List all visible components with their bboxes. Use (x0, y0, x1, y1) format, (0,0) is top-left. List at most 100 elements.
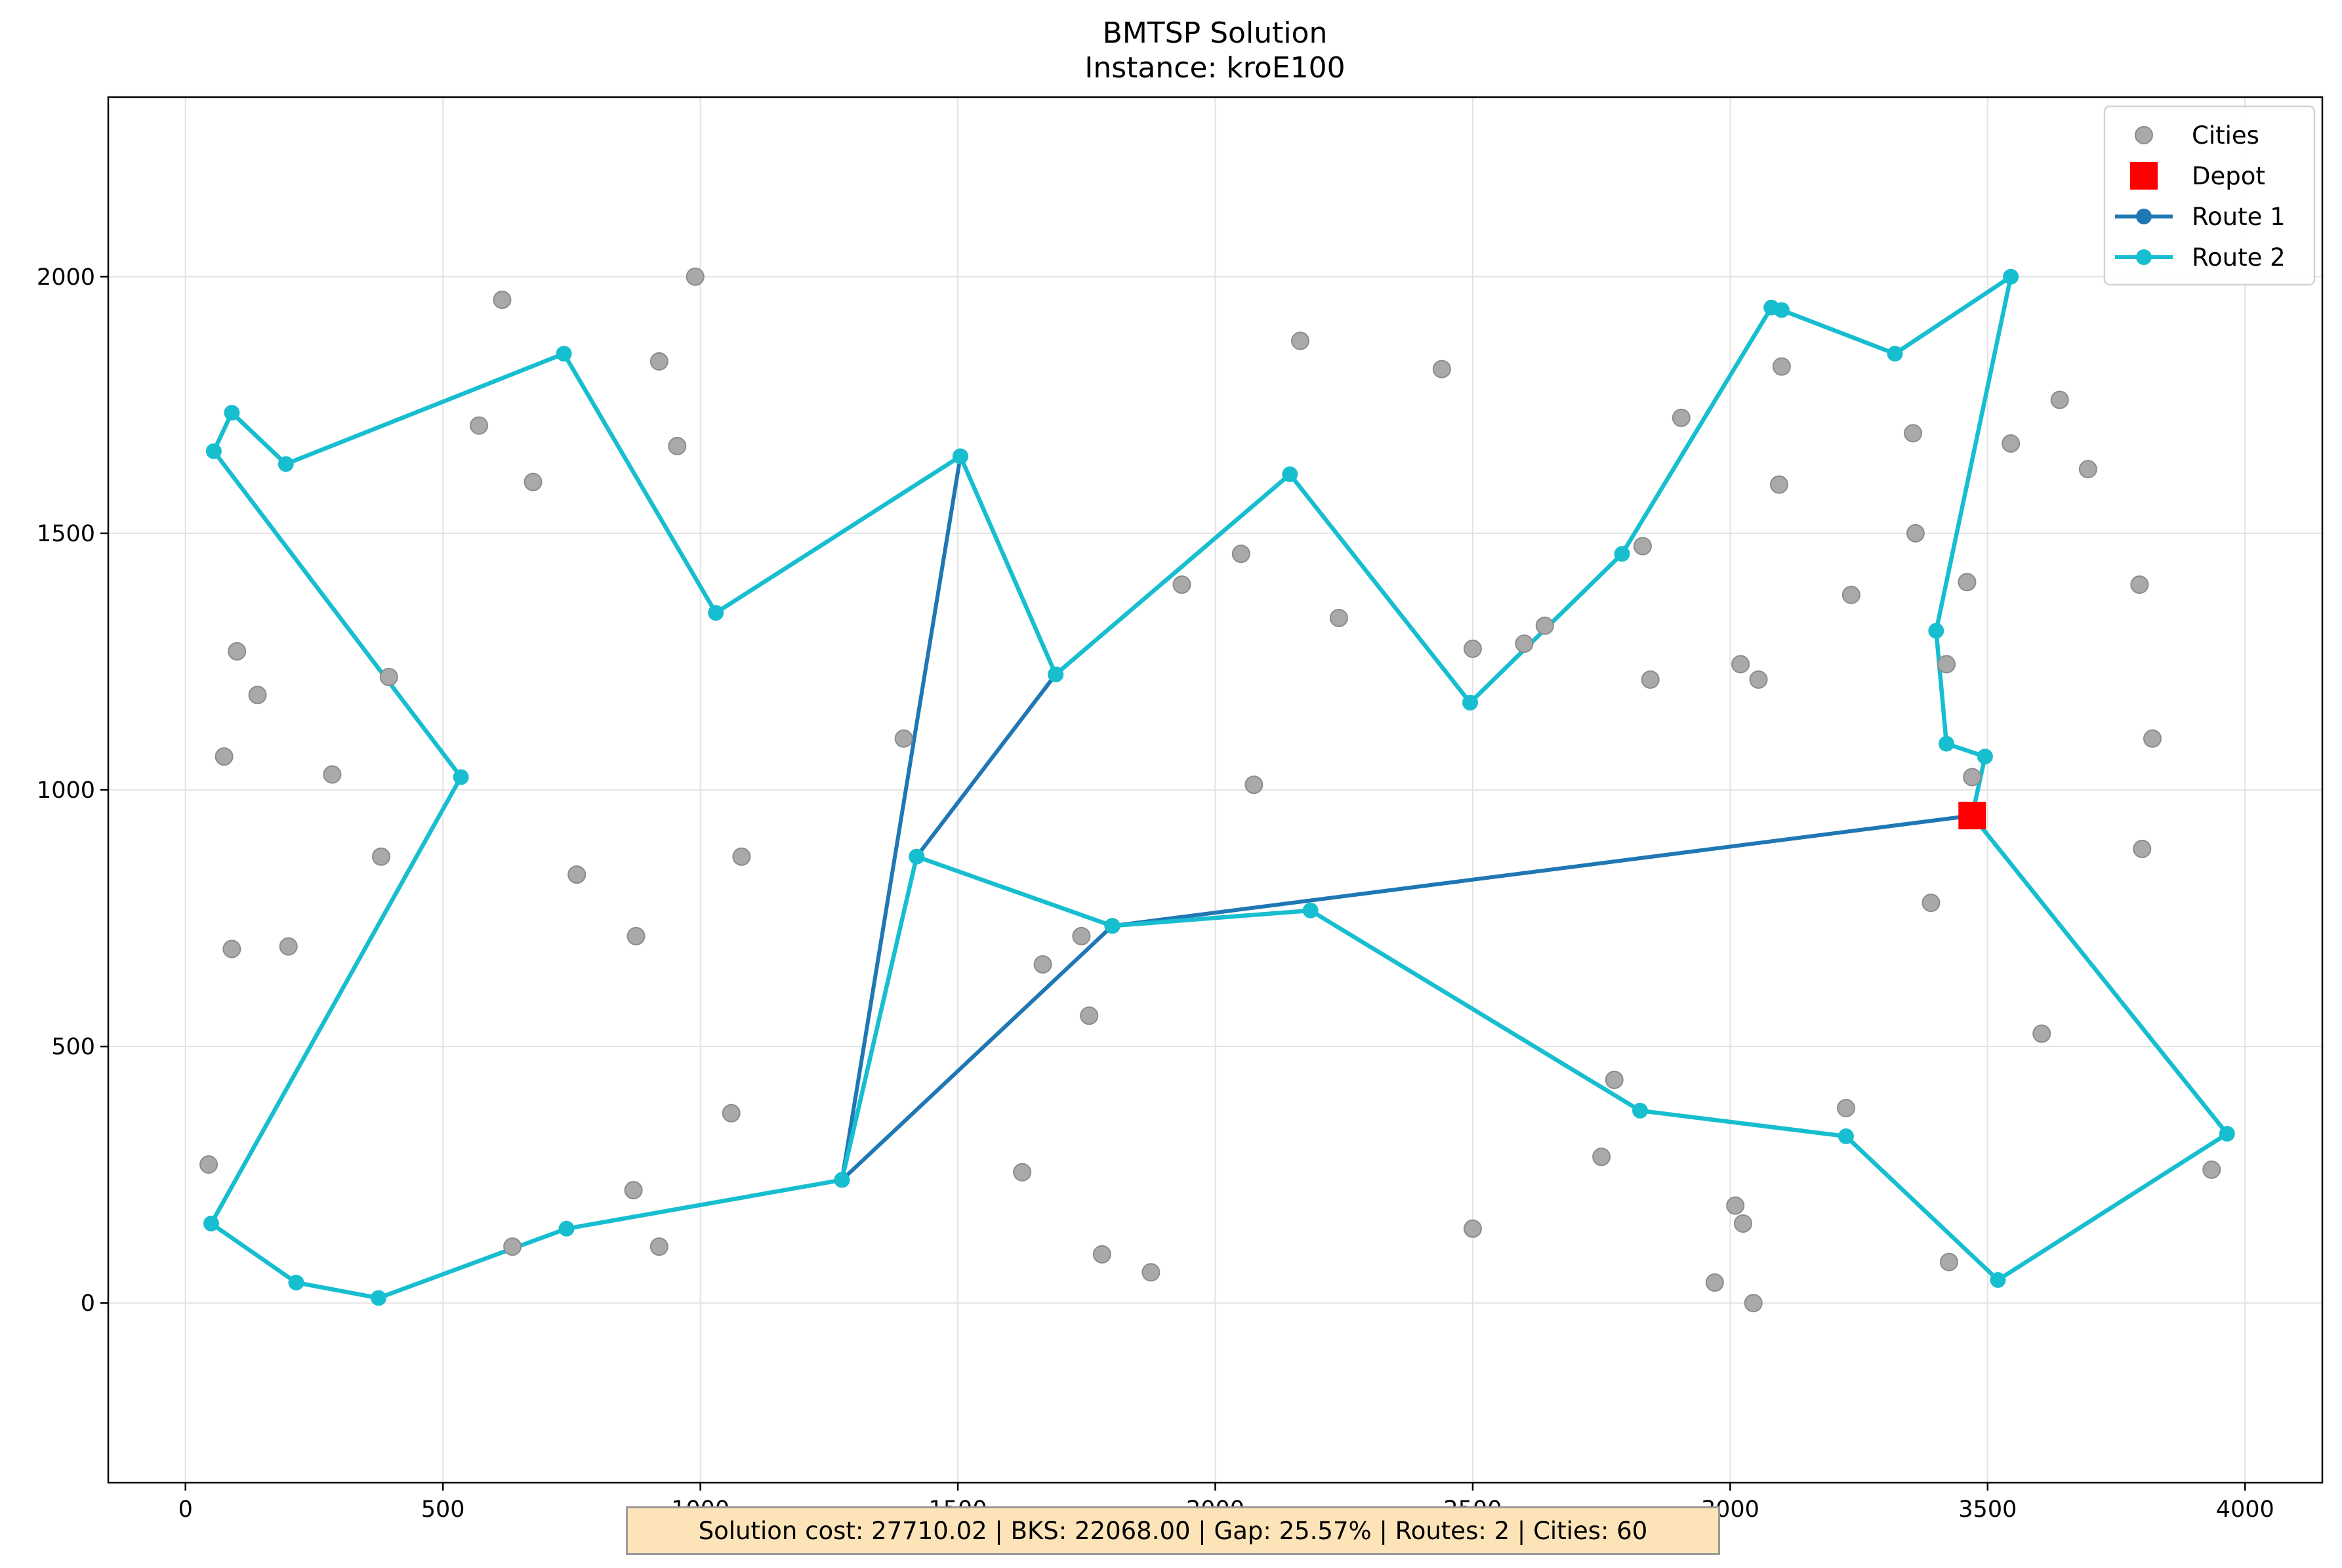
city-point (2130, 575, 2149, 594)
city-point (1963, 768, 1982, 787)
legend-label: Depot (2192, 162, 2265, 190)
city-point (686, 267, 705, 286)
city-point (627, 926, 646, 945)
city-point (1726, 1196, 1745, 1215)
route-2-stop (2003, 268, 2019, 285)
depot (1958, 802, 1986, 830)
city-point (470, 416, 489, 435)
city-point (493, 290, 512, 309)
city-point (248, 686, 267, 705)
chart-title: BMTSP Solution (1103, 16, 1328, 50)
legend-box (2103, 105, 2316, 286)
route-2-stop (1302, 902, 1319, 918)
city-point (1092, 1245, 1111, 1264)
city-point (1836, 1098, 1855, 1117)
city-point (1749, 670, 1768, 689)
city-point (1172, 575, 1191, 594)
route-2-stop (1887, 346, 1903, 362)
y-tick-label: 500 (51, 1034, 95, 1060)
route-2-stop (1990, 1272, 2006, 1289)
route-2-stop (1763, 299, 1780, 316)
city-point (371, 847, 390, 866)
city-point (1769, 475, 1788, 494)
city-point (1515, 634, 1534, 653)
route-2-stop (556, 346, 572, 362)
city-point (1592, 1147, 1611, 1166)
city-point (1535, 616, 1554, 635)
city-point (1329, 608, 1348, 627)
route-2-stop (453, 769, 469, 785)
legend-depot-marker (2130, 162, 2158, 190)
city-point (1033, 955, 1052, 974)
city-point (2050, 390, 2069, 409)
depot-marker (1958, 802, 1986, 830)
city-point (2133, 839, 2152, 858)
route-1-line (840, 454, 1975, 1182)
route-2-stop (205, 443, 222, 459)
route-2-stop (1614, 546, 1630, 562)
y-tick-label: 1500 (37, 521, 95, 547)
route-2-stop (1462, 695, 1479, 711)
route-2-stop (558, 1220, 575, 1237)
city-point (228, 642, 247, 661)
solution-summary: Solution cost: 27710.02 | BKS: 22068.00 … (698, 1516, 1648, 1545)
route-2-stop (277, 456, 294, 472)
x-tick-label: 500 (421, 1496, 465, 1523)
grid-lines (108, 97, 2322, 1483)
legend-route-2-marker (2136, 249, 2152, 265)
x-tick-label: 3500 (1958, 1496, 2017, 1523)
route-2-stop (288, 1274, 304, 1290)
city-point (1744, 1294, 1763, 1313)
city-point (1072, 926, 1091, 945)
route-2-stop (1977, 749, 1993, 765)
y-tick-label: 0 (81, 1290, 95, 1317)
route-2-stop (1928, 623, 1944, 639)
city-point (2202, 1160, 2221, 1179)
route-2-line (209, 274, 2230, 1300)
city-point (2078, 460, 2097, 479)
route-2-stop (834, 1172, 850, 1188)
legend-cities-marker (2135, 126, 2153, 144)
city-point (199, 1155, 218, 1174)
legend-label: Route 2 (2192, 243, 2286, 272)
route-2-stop (1838, 1128, 1854, 1144)
city-point (624, 1181, 643, 1200)
city-point (1141, 1263, 1161, 1282)
city-point (1734, 1214, 1753, 1233)
route-2-stop (952, 448, 968, 464)
city-point (894, 729, 913, 748)
city-point (1080, 1006, 1099, 1025)
city-point (567, 865, 586, 884)
route-2-stop (1048, 667, 1064, 682)
city-point (1906, 524, 1925, 543)
city-point (1013, 1163, 1032, 1182)
x-tick-label: 0 (178, 1496, 193, 1523)
city-point (222, 939, 241, 959)
city-point (503, 1237, 522, 1256)
route-2-stop (371, 1290, 387, 1306)
city-point (215, 747, 234, 766)
city-point (1641, 670, 1660, 689)
city-point (1291, 331, 1310, 350)
city-point (1958, 573, 1977, 592)
chart-subtitle: Instance: kroE100 (1084, 51, 1345, 85)
route-2-stop (224, 405, 240, 421)
city-point (649, 352, 668, 371)
axis-ticks: 0500100015002000250030003500400005001000… (37, 264, 2274, 1523)
route-2-stop (1282, 466, 1298, 482)
city-point (379, 667, 398, 686)
cities (199, 267, 2221, 1313)
city-point (1672, 408, 1691, 427)
x-tick-label: 4000 (2216, 1496, 2274, 1523)
city-point (1939, 1252, 1958, 1271)
city-point (1463, 639, 1482, 658)
y-tick-label: 2000 (37, 264, 95, 291)
route-2-stop (909, 848, 925, 865)
city-point (1772, 357, 1791, 376)
city-point (1904, 424, 1923, 443)
route-2-stop (2219, 1126, 2235, 1142)
city-point (279, 937, 298, 956)
legend: Cities Depot Route 1 Route 2 (2103, 105, 2316, 286)
city-point (732, 847, 751, 866)
